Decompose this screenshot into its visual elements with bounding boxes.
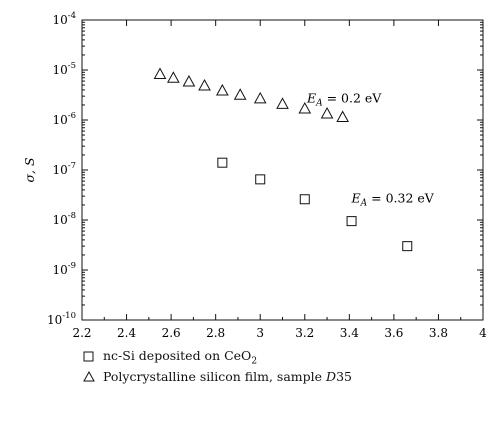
legend-item-triangles: Polycrystalline silicon film, sample D35 [83,369,352,384]
triangle-point [182,74,196,87]
triangle-point [298,101,312,114]
legend-triangle-icon [83,370,95,381]
x-tick-label: 2.8 [206,326,225,340]
triangle-point [253,91,267,104]
x-tick-label: 4 [479,326,487,340]
y-tick-label: 10-10 [47,311,76,327]
triangle-point [276,97,289,109]
square-point [402,241,413,252]
square-point [255,174,266,185]
y-axis-label: σ, S [22,157,37,182]
plot-frame [81,19,484,321]
x-tick-label: 2.2 [72,326,91,340]
chart: 2.2 2.4 2.6 2.8 3 3.2 3.4 3.6 3.8 4 10-10 10-9 10-8 1… [22,11,487,340]
activation-energy-annotation: EA = 0.32 eV [351,191,435,209]
square-point [217,157,228,168]
triangle-point [320,106,334,119]
x-tick-label: 3 [256,326,264,340]
legend-label-triangles: Polycrystalline silicon film, sample D35 [103,369,352,384]
triangle-point [198,78,211,91]
legend-square-icon [83,351,94,362]
legend-label-squares: nc-Si deposited on CeO2 [103,348,258,367]
y-tick-label: 10-9 [52,261,76,277]
activation-energy-annotation: EA = 0.2 eV [306,91,382,109]
y-tick-label: 10-4 [52,11,76,27]
x-tick-label: 3.2 [295,326,314,340]
y-tick-label: 10-7 [52,161,76,177]
y-tick-label: 10-8 [52,211,76,227]
x-tick-label: 2.6 [162,326,181,340]
x-tick-label: 3.6 [384,326,403,340]
square-point [346,216,357,227]
triangle-point [166,71,180,83]
x-tick-label: 3.8 [429,326,448,340]
triangle-point [153,67,167,80]
y-tick-label: 10-5 [52,61,76,77]
triangle-point [336,110,349,122]
square-point [299,194,310,205]
y-tick-label: 10-6 [52,111,76,127]
legend-item-squares: nc-Si deposited on CeO2 [83,348,257,367]
triangle-point [233,88,247,100]
triangle-point [216,83,229,96]
x-tick-label: 3.4 [340,326,359,340]
x-tick-label: 2.4 [117,326,136,340]
